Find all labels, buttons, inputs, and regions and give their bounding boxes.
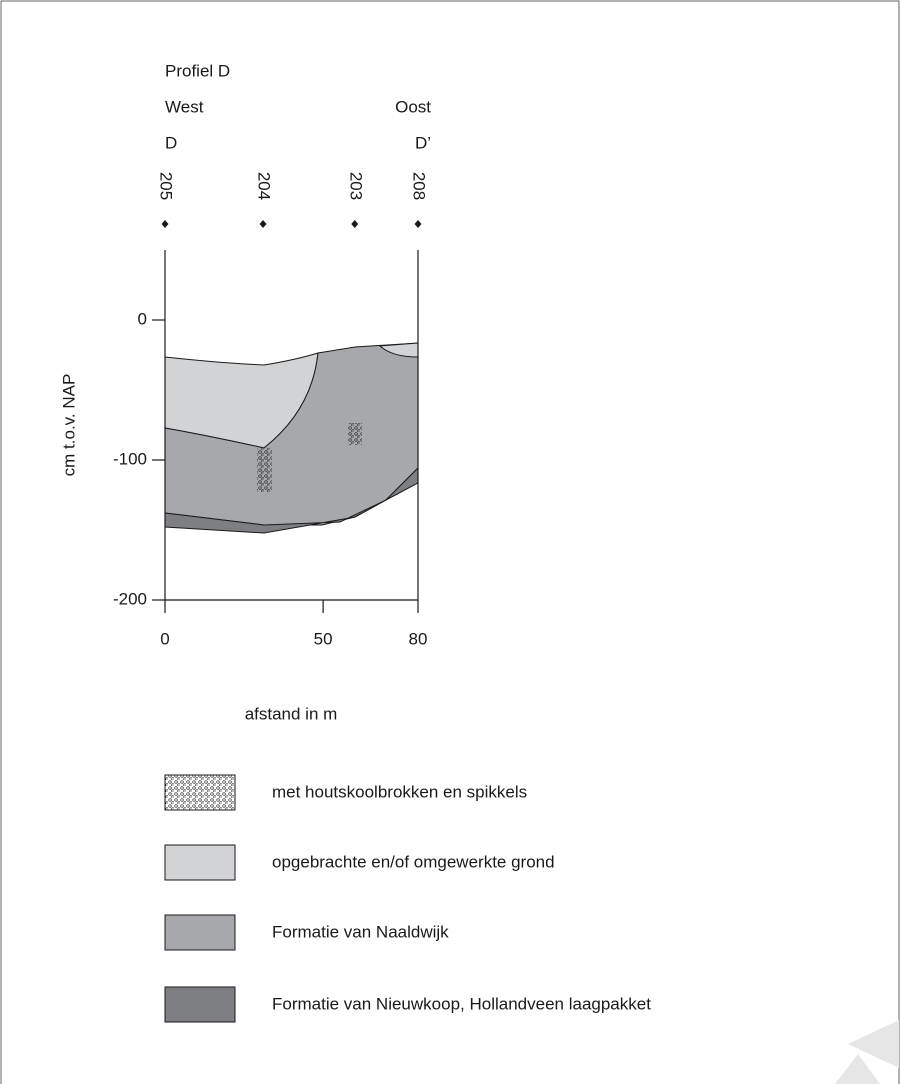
logo-shape: [848, 1020, 899, 1068]
east-label: Oost: [395, 97, 431, 116]
x-axis-label: afstand in m: [245, 704, 338, 723]
y-tick-label: 0: [138, 309, 147, 328]
borehole-marker: [414, 220, 422, 228]
y-tick-label: -100: [113, 449, 147, 468]
legend-label: Formatie van Naaldwijk: [272, 922, 449, 941]
legend-swatch: [164, 914, 236, 951]
legend-swatch: [164, 986, 236, 1023]
x-tick-label: 0: [160, 629, 169, 648]
legend-label: opgebrachte en/of omgewerkte grond: [272, 852, 555, 871]
charcoal-patch: [348, 423, 362, 445]
layer-naaldwijk: [164, 342, 419, 526]
layer-nieuwkoop: [164, 466, 419, 534]
west-label: West: [165, 97, 204, 116]
layers: [164, 250, 419, 601]
start-label: D: [165, 133, 177, 152]
logo: [835, 1020, 899, 1084]
borehole-label: 203: [346, 172, 365, 200]
legend: met houtskoolbrokken en spikkels opgebra…: [164, 774, 651, 1023]
y-axis-label: cm t.o.v. NAP: [59, 374, 78, 477]
plot-frame: [164, 250, 419, 601]
borehole-marker: [259, 220, 267, 228]
borehole-marker: [161, 220, 169, 228]
legend-label: met houtskoolbrokken en spikkels: [272, 782, 527, 801]
legend-label: Formatie van Nieuwkoop, Hollandveen laag…: [272, 994, 651, 1013]
profile-title: Profiel D: [165, 61, 230, 80]
x-tick-label: 80: [409, 629, 428, 648]
legend-swatch: [164, 774, 236, 811]
logo-shape: [835, 1054, 880, 1084]
charcoal-patch: [257, 448, 272, 492]
borehole-label: 205: [157, 172, 176, 200]
borehole-marker: [351, 220, 359, 228]
borehole-label: 208: [410, 172, 429, 200]
legend-swatch: [164, 844, 236, 881]
borehole-label: 204: [255, 172, 274, 200]
x-tick-label: 50: [314, 629, 333, 648]
y-tick-label: -200: [113, 589, 147, 608]
end-label: D’: [415, 133, 431, 152]
